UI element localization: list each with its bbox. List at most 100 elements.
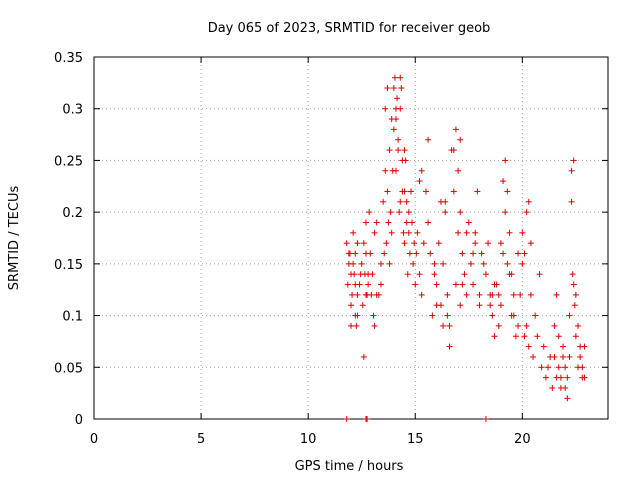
data-point bbox=[409, 219, 416, 226]
data-point bbox=[461, 271, 468, 278]
data-point bbox=[562, 384, 569, 391]
data-point bbox=[444, 291, 451, 298]
data-point bbox=[368, 291, 375, 298]
data-point bbox=[416, 178, 423, 185]
data-point bbox=[521, 250, 528, 257]
x-tick-label: 20 bbox=[514, 432, 531, 447]
data-point bbox=[387, 209, 394, 216]
data-point bbox=[491, 333, 498, 340]
data-point bbox=[418, 167, 425, 174]
data-point bbox=[391, 74, 398, 81]
data-point bbox=[569, 271, 576, 278]
data-point bbox=[564, 395, 571, 402]
data-point bbox=[512, 333, 519, 340]
data-point bbox=[350, 260, 357, 267]
data-point bbox=[570, 157, 577, 164]
y-tick-label: 0 bbox=[75, 413, 83, 428]
data-point bbox=[403, 198, 410, 205]
data-point bbox=[489, 291, 496, 298]
data-point bbox=[385, 219, 392, 226]
data-point bbox=[450, 188, 457, 195]
data-point bbox=[523, 209, 530, 216]
data-point bbox=[420, 240, 427, 247]
data-point bbox=[354, 291, 361, 298]
data-point bbox=[348, 302, 354, 309]
data-point bbox=[349, 291, 356, 298]
data-point bbox=[482, 416, 489, 422]
data-point bbox=[491, 281, 498, 288]
axis-ticks bbox=[93, 56, 608, 420]
data-point bbox=[457, 302, 464, 309]
data-point bbox=[345, 250, 352, 257]
data-point bbox=[384, 188, 391, 195]
data-point bbox=[553, 291, 560, 298]
y-tick-labels: 0 0.05 0.1 0.15 0.2 0.25 0.3 0.35 bbox=[54, 51, 83, 428]
data-point bbox=[403, 219, 410, 226]
data-point bbox=[370, 312, 377, 319]
data-point bbox=[557, 374, 564, 381]
data-point bbox=[371, 229, 378, 236]
data-point bbox=[407, 188, 414, 195]
data-point bbox=[523, 322, 530, 329]
data-point bbox=[422, 188, 429, 195]
data-point bbox=[555, 364, 562, 371]
data-point bbox=[343, 416, 350, 422]
data-point bbox=[517, 291, 524, 298]
data-point bbox=[362, 291, 369, 298]
data-point bbox=[400, 229, 407, 236]
data-point bbox=[364, 416, 371, 422]
data-point bbox=[575, 364, 582, 371]
data-points bbox=[343, 74, 588, 422]
data-point bbox=[560, 343, 567, 350]
data-point bbox=[457, 136, 464, 143]
data-point bbox=[470, 281, 477, 288]
data-point bbox=[353, 322, 360, 329]
y-tick-label: 0.25 bbox=[54, 154, 83, 169]
data-point bbox=[457, 209, 464, 216]
data-point bbox=[425, 136, 432, 143]
data-point bbox=[579, 374, 586, 381]
data-point bbox=[373, 219, 380, 226]
data-point bbox=[394, 95, 401, 102]
grid-lines bbox=[94, 57, 608, 419]
data-point bbox=[350, 229, 357, 236]
data-point bbox=[472, 229, 479, 236]
data-point bbox=[455, 229, 462, 236]
data-point bbox=[360, 240, 367, 247]
data-point bbox=[575, 322, 582, 329]
data-point bbox=[442, 209, 449, 216]
data-point bbox=[442, 198, 449, 205]
data-point bbox=[527, 240, 534, 247]
data-point bbox=[463, 229, 470, 236]
data-point bbox=[429, 312, 436, 319]
data-point bbox=[410, 260, 417, 267]
data-point bbox=[367, 250, 374, 257]
data-point bbox=[386, 260, 393, 267]
data-point bbox=[405, 209, 412, 216]
data-point bbox=[480, 260, 487, 267]
data-point bbox=[365, 281, 372, 288]
data-point bbox=[502, 157, 509, 164]
data-point bbox=[478, 250, 485, 257]
data-point bbox=[440, 260, 447, 267]
data-point bbox=[525, 198, 532, 205]
data-point bbox=[360, 353, 367, 360]
data-point bbox=[382, 105, 389, 112]
data-point bbox=[388, 229, 395, 236]
data-point bbox=[560, 353, 567, 360]
data-point bbox=[510, 312, 517, 319]
data-point bbox=[551, 322, 558, 329]
x-tick-label: 15 bbox=[407, 432, 424, 447]
data-point bbox=[497, 240, 504, 247]
data-point bbox=[431, 271, 438, 278]
data-point bbox=[482, 271, 489, 278]
data-point bbox=[390, 85, 397, 92]
data-point bbox=[418, 291, 425, 298]
data-point bbox=[399, 157, 406, 164]
data-point bbox=[395, 147, 402, 154]
data-point bbox=[348, 271, 354, 278]
data-point bbox=[542, 374, 549, 381]
data-point bbox=[568, 167, 575, 174]
data-point bbox=[534, 333, 541, 340]
